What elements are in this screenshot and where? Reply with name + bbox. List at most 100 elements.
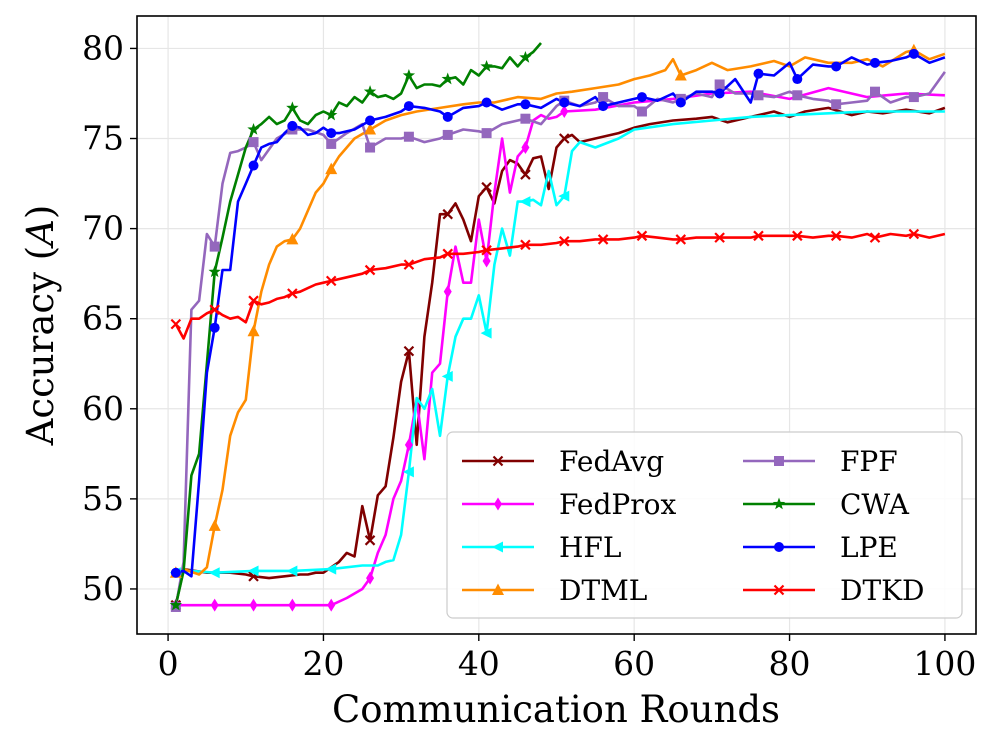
legend-item-hfl: HFL <box>462 531 621 564</box>
data-point-fedavg <box>520 169 531 180</box>
data-point-cwa <box>286 101 299 114</box>
data-point-dtkd <box>714 232 725 243</box>
data-point-lpe <box>248 160 259 171</box>
data-point-fpf <box>442 129 453 140</box>
data-point-fedprox <box>560 104 569 118</box>
legend-item-fpf: FPF <box>743 445 898 478</box>
x-tick-label: 100 <box>913 644 976 683</box>
data-point-dtkd <box>364 264 376 276</box>
legend-marker <box>772 497 786 510</box>
data-point-fpf <box>753 90 764 101</box>
data-point-lpe <box>442 111 453 122</box>
data-point-dtkd <box>403 259 415 270</box>
data-point-fedprox <box>288 598 297 612</box>
data-point-cwa <box>363 85 377 97</box>
data-point-fpf <box>714 79 725 90</box>
legend-box <box>446 431 963 619</box>
data-point-dtml <box>674 68 687 81</box>
data-point-fedavg <box>481 181 492 193</box>
data-point-cwa <box>325 108 338 121</box>
data-point-fedprox <box>249 598 258 612</box>
y-tick-label: 60 <box>82 389 124 428</box>
data-point-hfl <box>402 466 414 478</box>
legend-item-fedavg: FedAvg <box>462 445 664 478</box>
data-point-fedprox <box>210 598 219 612</box>
legend-label: DTML <box>559 574 647 607</box>
data-point-lpe <box>753 68 764 79</box>
y-tick-label: 65 <box>82 299 124 338</box>
data-point-lpe <box>598 101 609 112</box>
data-point-dtkd <box>869 232 881 243</box>
data-point-dtkd <box>520 239 531 251</box>
data-point-lpe <box>520 99 531 110</box>
data-point-fpf <box>248 137 259 148</box>
data-point-lpe <box>675 97 686 108</box>
series-markers <box>169 43 920 612</box>
plot-frame <box>136 15 977 635</box>
data-point-lpe <box>908 48 919 59</box>
data-point-lpe <box>209 322 220 333</box>
data-point-fpf <box>403 131 414 142</box>
data-point-cwa <box>441 72 454 85</box>
data-point-fedavg <box>442 208 454 220</box>
data-point-fpf <box>792 90 803 101</box>
y-axis-label-prefix: Accuracy ( <box>19 246 62 447</box>
data-point-hfl <box>247 565 259 577</box>
data-point-fedprox <box>404 438 413 452</box>
data-point-lpe <box>365 115 376 126</box>
legend-marker <box>773 584 785 596</box>
data-point-dtkd <box>792 230 803 242</box>
data-point-dtkd <box>248 295 259 306</box>
legend-label: DTKD <box>840 574 925 607</box>
x-tick-label: 0 <box>158 644 179 683</box>
data-point-cwa <box>169 598 183 611</box>
data-point-dtkd <box>170 318 182 330</box>
data-point-hfl <box>558 190 570 202</box>
legend-marker <box>494 497 502 511</box>
data-point-fpf <box>326 138 337 149</box>
data-point-dtkd <box>442 248 454 260</box>
y-axis-label: Accuracy (A) <box>19 205 62 447</box>
data-point-hfl <box>325 563 337 575</box>
data-point-cwa <box>480 59 493 72</box>
legend-label: HFL <box>559 531 621 564</box>
data-point-lpe <box>714 88 725 99</box>
data-point-hfl <box>441 370 453 382</box>
data-point-lpe <box>170 567 181 578</box>
data-point-hfl <box>519 196 531 208</box>
data-point-dtml <box>325 162 338 175</box>
data-point-dtml <box>247 324 260 337</box>
legend-label: FedAvg <box>559 445 664 478</box>
data-point-dtml <box>208 519 221 531</box>
data-point-dtml <box>286 232 299 245</box>
data-point-dtkd <box>908 228 920 240</box>
data-point-fpf <box>598 92 609 103</box>
data-point-cwa <box>519 50 532 63</box>
y-tick-label: 50 <box>82 569 124 608</box>
data-point-cwa <box>208 265 221 278</box>
data-point-lpe <box>481 97 492 108</box>
data-point-lpe <box>831 61 842 72</box>
data-point-lpe <box>636 92 647 103</box>
data-point-fedprox <box>327 598 336 612</box>
data-point-lpe <box>870 57 881 68</box>
y-axis-label-suffix: ) <box>19 205 62 219</box>
data-point-cwa <box>247 123 260 135</box>
legend-marker <box>492 455 504 467</box>
data-point-fpf <box>520 113 531 124</box>
y-tick-label: 80 <box>82 28 124 67</box>
legend-item-lpe: LPE <box>743 531 898 564</box>
data-point-hfl <box>208 567 220 579</box>
legend-marker <box>492 541 503 553</box>
data-point-lpe <box>403 101 414 112</box>
data-point-lpe <box>792 74 803 85</box>
series-line-fpf <box>174 71 946 608</box>
data-point-fedprox <box>443 285 452 299</box>
legend-label: FPF <box>840 445 898 478</box>
data-point-fpf <box>481 128 492 139</box>
legend-label: LPE <box>840 531 898 564</box>
data-point-cwa <box>402 68 416 81</box>
data-point-hfl <box>286 565 298 577</box>
data-point-fedprox <box>482 254 491 268</box>
data-point-fedavg <box>558 133 570 144</box>
